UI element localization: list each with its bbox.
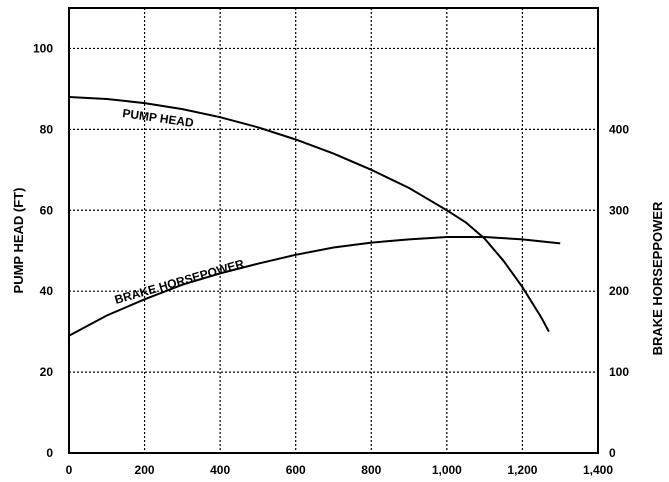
pump-head-curve [68,96,550,333]
grid-lines [69,8,598,453]
curves [68,96,561,337]
brake-horsepower-curve-label: BRAKE HORSEPOWER [113,256,246,306]
x-tick-label: 800 [361,463,381,477]
x-tick-label: 400 [210,463,230,477]
y-axis-title: PUMP HEAD (FT) [11,188,26,294]
y-tick-label: 100 [33,41,53,55]
y2-tick-label: 100 [609,365,629,379]
x-tick-label: 1,000 [432,463,462,477]
y2-axis-title: BRAKE HORSEPPOWER [650,201,665,355]
tick-labels: 0 200 400 600 800 1,000 1,200 1,400 0 20 40 60 80 100… [33,41,629,477]
x-tick-label: 1,400 [583,463,613,477]
y2-tick-label: 0 [609,446,616,460]
y-tick-label: 20 [40,365,54,379]
y-tick-label: 80 [40,122,54,136]
y2-tick-label: 200 [609,284,629,298]
y-tick-label: 0 [46,446,53,460]
brake-horsepower-curve [68,236,561,337]
y2-tick-label: 300 [609,203,629,217]
plot-frame [68,7,599,454]
y2-tick-label: 400 [609,122,629,136]
y-tick-label: 40 [40,284,54,298]
x-tick-label: 600 [286,463,306,477]
x-tick-label: 0 [66,463,73,477]
y-tick-label: 60 [40,203,54,217]
x-tick-label: 200 [135,463,155,477]
x-tick-label: 1,200 [507,463,537,477]
